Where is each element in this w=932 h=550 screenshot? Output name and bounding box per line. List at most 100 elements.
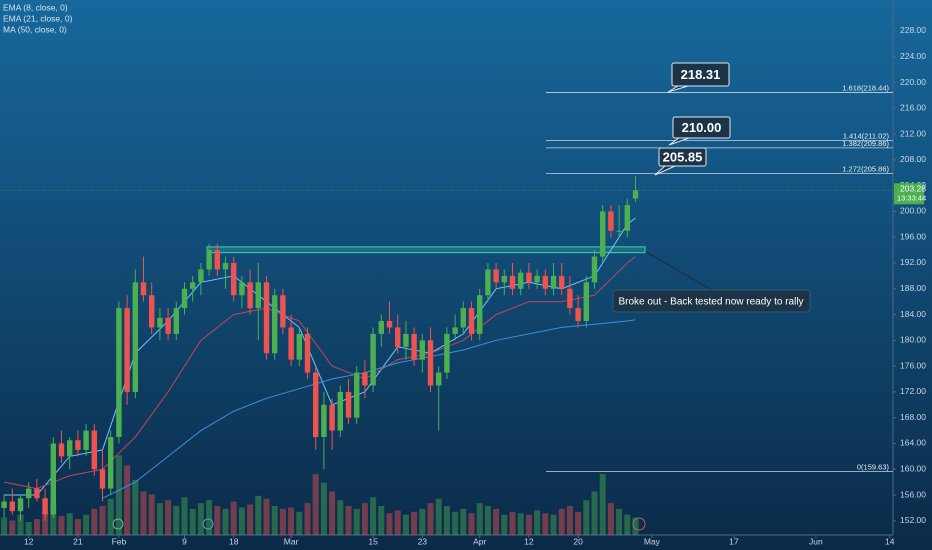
x-tick-label: Apr (473, 536, 486, 546)
candle-body (17, 498, 24, 512)
x-tick-label: 18 (229, 536, 239, 546)
volume-bar (255, 495, 262, 535)
candle-body (280, 295, 286, 328)
volume-bar (427, 503, 434, 535)
volume-bar (238, 507, 245, 535)
volume-bar (148, 494, 155, 535)
volume-bar (542, 513, 549, 535)
support-zone (206, 246, 646, 254)
y-tick-label: 208.00 (900, 154, 926, 164)
volume-bar (214, 506, 221, 535)
volume-bar (140, 491, 147, 535)
y-tick-label: 180.00 (900, 335, 926, 345)
volume-bar (386, 513, 393, 535)
candle-body (436, 372, 442, 386)
candle-body (313, 372, 319, 438)
candle-body (509, 275, 516, 289)
volume-bar (206, 500, 213, 535)
candle-body (600, 211, 606, 257)
candle-body (468, 308, 475, 334)
volume-bar (566, 506, 573, 535)
candle-body (550, 275, 557, 289)
candle-body (91, 430, 98, 470)
x-tick-label: 20 (573, 536, 583, 546)
candle-body (493, 269, 499, 283)
volume-bar (1, 517, 8, 535)
candle-body (67, 440, 73, 457)
candle-body (272, 295, 278, 354)
candle-body (165, 317, 171, 334)
volume-bar (156, 503, 163, 535)
earnings-icon[interactable] (632, 517, 646, 531)
fib-label: 1.414(211.02) (843, 131, 890, 140)
y-tick-label: 176.00 (900, 360, 926, 370)
candle-body (1, 501, 7, 508)
volume-bar (460, 508, 467, 535)
candle-body (222, 262, 229, 270)
indicator-line (4, 256, 636, 490)
candle-body (542, 275, 549, 289)
volume-bar (222, 508, 229, 535)
candle-body (255, 282, 262, 309)
candle-body (9, 501, 16, 512)
x-tick-label: 12 (524, 536, 534, 546)
legend-entry: MA (50, close, 0) (3, 24, 67, 34)
volume-bar (337, 500, 344, 535)
x-tick-label: May (644, 536, 661, 546)
y-tick-label: 196.00 (900, 231, 926, 241)
x-tick-label: 12 (24, 536, 34, 546)
last-price-label: 203.28 (900, 184, 926, 194)
volume-bar (312, 474, 319, 535)
candle-body (34, 488, 40, 499)
volume-bar (329, 491, 336, 535)
volume-bar (468, 513, 475, 535)
indicator-line (102, 319, 636, 499)
volume-bar (132, 479, 139, 535)
volume-bar (50, 503, 57, 535)
event-icon[interactable] (112, 518, 124, 530)
volume-bar (288, 507, 295, 535)
candle-body (263, 282, 270, 354)
candle-body (632, 190, 639, 199)
volume-bar (173, 506, 180, 535)
candle-body (411, 333, 417, 360)
note-arrow (645, 251, 713, 291)
candle-body (485, 269, 491, 296)
volume-bar (419, 508, 426, 535)
volume-bar (230, 501, 237, 535)
fib-label: 1.382(209.86) (842, 139, 889, 148)
x-tick-label: 15 (368, 536, 378, 546)
candle-body (591, 256, 598, 283)
volume-bar (591, 491, 598, 535)
candle-body (395, 327, 401, 347)
volume-bar (189, 508, 196, 535)
volume-bar (263, 498, 270, 535)
volume-bar (632, 517, 639, 535)
candle-body (75, 440, 81, 450)
candle-body (362, 372, 368, 386)
candle-body (477, 295, 483, 334)
event-icon[interactable] (202, 518, 214, 530)
candle-body (190, 282, 196, 289)
callout-pointer (654, 165, 676, 176)
y-tick-label: 200.00 (900, 206, 926, 216)
fib-label: 1.618(218.44) (842, 84, 889, 93)
candle-body (403, 333, 409, 347)
candle-body (99, 469, 106, 489)
volume-bar (484, 506, 491, 535)
y-tick-label: 168.00 (900, 412, 926, 422)
volume-bar (115, 455, 122, 535)
candle-body (444, 333, 450, 373)
volume-bar (370, 497, 377, 535)
candle-body (231, 262, 237, 296)
candle-body (567, 288, 573, 309)
volume-bar (91, 508, 98, 535)
candle-body (378, 321, 385, 334)
volume-bar (25, 521, 32, 535)
volume-bar (74, 519, 81, 535)
y-tick-label: 152.00 (900, 515, 926, 525)
volume-bar (9, 520, 16, 535)
candle-body (575, 308, 581, 321)
candle-body (608, 211, 614, 231)
x-tick-label: Mar (284, 536, 299, 546)
